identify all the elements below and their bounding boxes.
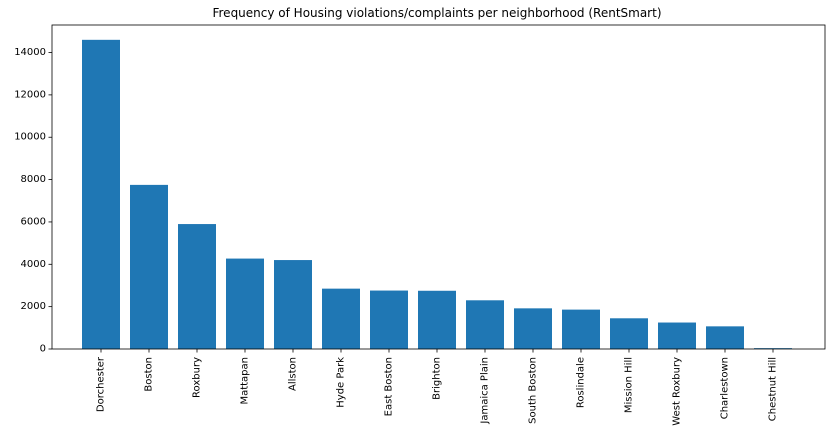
x-tick-label: Hyde Park bbox=[336, 357, 347, 408]
x-tick-label: Dorchester bbox=[96, 356, 107, 412]
y-tick-label: 4000 bbox=[21, 259, 46, 270]
x-tick-label: Roxbury bbox=[192, 357, 203, 398]
chart-title: Frequency of Housing violations/complain… bbox=[212, 6, 661, 20]
y-tick-label: 2000 bbox=[21, 301, 46, 312]
bar-allston bbox=[274, 260, 312, 349]
bar-east-boston bbox=[370, 290, 408, 349]
x-tick-label: Jamaica Plain bbox=[480, 357, 491, 425]
bar-mattapan bbox=[226, 258, 264, 349]
bar-roslindale bbox=[562, 309, 600, 349]
x-tick-label: Chestnut Hill bbox=[768, 357, 779, 421]
x-tick-label: Charlestown bbox=[720, 357, 731, 419]
y-tick-label: 8000 bbox=[21, 174, 46, 185]
bars-group bbox=[82, 39, 792, 350]
x-tick-label: West Roxbury bbox=[672, 357, 683, 426]
y-axis: 0 2000 4000 6000 8000 10000 12000 14000 bbox=[14, 47, 52, 355]
bar-mission-hill bbox=[610, 318, 648, 349]
y-tick-label: 12000 bbox=[14, 89, 46, 100]
bar-chestnut-hill bbox=[754, 348, 792, 349]
x-tick-label: Mission Hill bbox=[624, 357, 635, 413]
plot-frame bbox=[51, 24, 826, 350]
bar-roxbury bbox=[178, 224, 216, 349]
bar-dorchester bbox=[82, 39, 120, 350]
y-tick-label: 6000 bbox=[21, 216, 46, 227]
y-tick-label: 0 bbox=[40, 344, 46, 355]
x-tick-label: South Boston bbox=[528, 357, 539, 424]
bar-jamaica-plain bbox=[466, 300, 504, 349]
y-tick-label: 14000 bbox=[14, 47, 46, 58]
x-tick-label: Allston bbox=[288, 357, 299, 391]
bar-charlestown bbox=[706, 326, 744, 349]
x-tick-label: Boston bbox=[144, 357, 155, 392]
x-tick-label: Mattapan bbox=[240, 357, 251, 405]
x-tick-label: Roslindale bbox=[576, 357, 587, 408]
x-tick-label: East Boston bbox=[384, 357, 395, 416]
x-tick-label: Brighton bbox=[432, 357, 443, 400]
bar-hyde-park bbox=[322, 288, 360, 349]
y-tick-label: 10000 bbox=[14, 132, 46, 143]
bar-west-roxbury bbox=[658, 322, 696, 349]
bar-boston bbox=[130, 184, 168, 349]
x-axis: Dorchester Boston Roxbury Mattapan Allston Hy… bbox=[96, 349, 779, 426]
bar-brighton bbox=[418, 290, 456, 349]
bar-south-boston bbox=[514, 308, 552, 349]
